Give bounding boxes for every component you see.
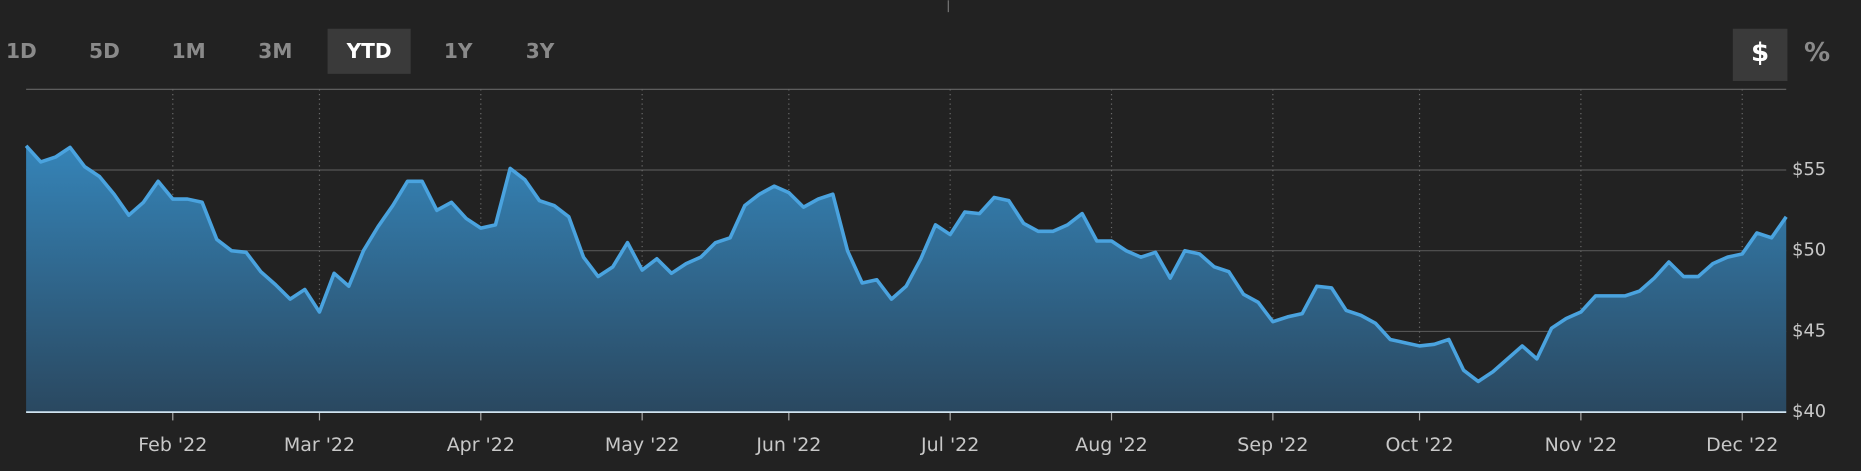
x-tick-label: Dec '22 <box>1706 434 1778 456</box>
range-button-bg <box>327 28 411 74</box>
x-tick-label: Sep '22 <box>1237 434 1308 456</box>
unit-button[interactable]: % <box>1804 38 1830 68</box>
unit-button-bg <box>1732 28 1788 81</box>
unit-button[interactable]: $ <box>1751 38 1769 68</box>
range-button[interactable]: 1M <box>172 39 206 63</box>
y-tick-label: $40 <box>1792 401 1826 422</box>
range-button[interactable]: 3M <box>258 39 292 63</box>
x-tick-label: Jul '22 <box>920 434 979 456</box>
range-button[interactable]: 5D <box>89 39 120 63</box>
x-tick-label: May '22 <box>605 434 680 456</box>
x-tick-label: Jun '22 <box>755 434 821 456</box>
area-fill <box>26 145 1787 413</box>
x-tick-label: Apr '22 <box>447 434 515 456</box>
y-tick-label: $55 <box>1792 159 1826 180</box>
range-button[interactable]: 3Y <box>526 39 555 63</box>
x-tick-label: Aug '22 <box>1075 434 1147 456</box>
x-tick-label: Oct '22 <box>1385 434 1453 456</box>
range-button[interactable]: 1D <box>6 39 37 63</box>
x-tick-label: Feb '22 <box>138 434 207 456</box>
x-tick-label: Mar '22 <box>284 434 355 456</box>
y-tick-label: $45 <box>1792 320 1826 341</box>
price-line <box>24 144 1788 384</box>
range-button[interactable]: 1Y <box>444 39 473 63</box>
y-tick-label: $50 <box>1792 240 1826 261</box>
x-tick-label: Nov '22 <box>1545 434 1617 456</box>
range-button[interactable]: YTD <box>346 39 392 63</box>
